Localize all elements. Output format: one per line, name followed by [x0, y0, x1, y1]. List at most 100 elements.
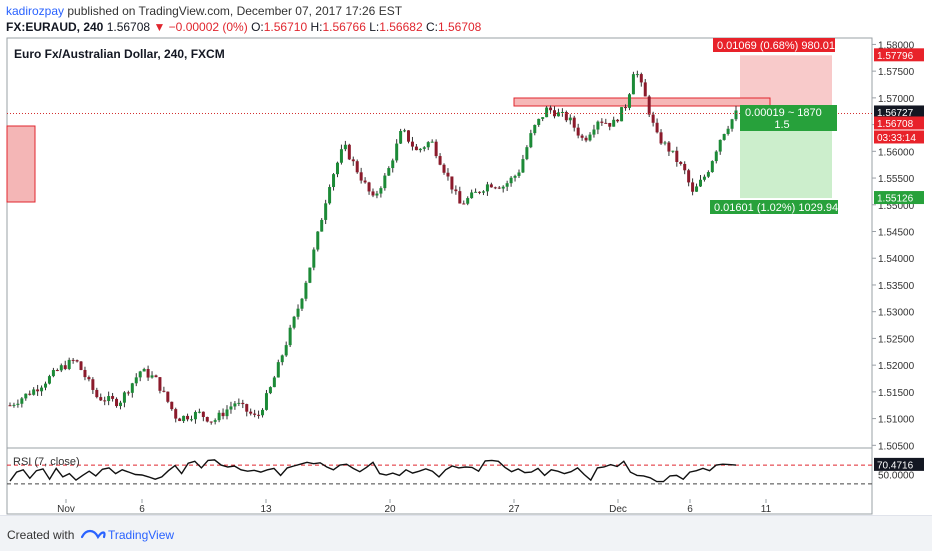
candle-body: [20, 398, 24, 404]
author-link[interactable]: kadirozpay: [6, 4, 65, 18]
candle-body: [418, 148, 422, 151]
rsi-title: RSI (7, close): [13, 456, 80, 468]
candle-body: [553, 110, 556, 117]
candle-body: [245, 404, 249, 412]
candle-body: [604, 122, 608, 124]
candle-body: [485, 184, 489, 192]
price-chart[interactable]: Euro Fx/Australian Dollar, 240, FXCM 1.5…: [0, 0, 932, 515]
candle-body: [367, 182, 371, 192]
candle-body: [83, 369, 87, 378]
candle-body: [355, 161, 359, 173]
candle-body: [414, 146, 418, 151]
y-tick-label: 1.54500: [878, 228, 915, 239]
candle-body: [675, 150, 679, 162]
candle-body: [36, 389, 40, 392]
candle-body: [55, 370, 59, 372]
y-tick-label: 1.58000: [878, 40, 915, 51]
candle-body: [154, 375, 158, 378]
y-tick-label: 1.52500: [878, 334, 915, 345]
candle-body: [734, 110, 738, 120]
candle-body: [24, 393, 28, 399]
candle-body: [541, 117, 545, 119]
candle-body: [537, 118, 541, 125]
candle-body: [170, 401, 174, 410]
candles-layer: [8, 70, 738, 425]
candle-body: [442, 164, 446, 173]
symbol-name[interactable]: FX:EURAUD, 240: [6, 20, 104, 34]
candle-body: [44, 383, 48, 388]
candle-body: [639, 74, 643, 83]
current-price-tag-bg: [874, 116, 924, 130]
candle-body: [608, 122, 612, 127]
candle-body: [407, 130, 411, 142]
candle-body: [426, 142, 430, 148]
candle-body: [600, 121, 604, 123]
current-label-bg: [740, 105, 837, 131]
candle-body: [687, 170, 691, 183]
candle-body: [103, 400, 107, 402]
candle-body: [521, 159, 525, 173]
candle-body: [304, 282, 308, 299]
candle-body: [51, 370, 55, 377]
tradingview-brand[interactable]: TradingView: [108, 528, 175, 542]
tradingview-logo-icon[interactable]: [80, 525, 180, 543]
candle-body: [513, 175, 517, 178]
candle-body: [359, 172, 363, 181]
candle-body: [32, 389, 36, 395]
candle-body: [162, 390, 166, 392]
candle-body: [284, 345, 288, 356]
y-tick-label: 1.50500: [878, 441, 915, 452]
rsi-line: [9, 459, 737, 483]
candle-body: [320, 219, 324, 232]
candle-body: [67, 359, 71, 369]
candle-body: [572, 117, 576, 128]
candle-body: [706, 172, 710, 177]
candle-body: [146, 369, 150, 378]
countdown-tag-bg: [874, 130, 924, 144]
candle-body: [391, 160, 395, 169]
candle-body: [422, 147, 426, 149]
candle-body: [714, 151, 718, 162]
candle-body: [158, 377, 162, 391]
candle-body: [489, 184, 493, 188]
candle-body: [12, 404, 16, 406]
candle-body: [533, 124, 537, 134]
candle-body: [316, 231, 320, 250]
candle-body: [446, 172, 450, 177]
candle-body: [347, 144, 351, 160]
candle-body: [261, 409, 265, 416]
open-value: 1.56710: [263, 20, 308, 34]
current-label: 0.00019 ~ 1870: [745, 107, 822, 119]
x-tick-label: 6: [687, 504, 693, 515]
candle-body: [213, 420, 217, 422]
stop-price-tag: 1.57796: [877, 51, 914, 62]
y-tick-label: 1.54000: [878, 254, 915, 265]
candle-body: [332, 174, 336, 188]
candle-body: [150, 375, 154, 378]
candle-body: [549, 107, 553, 111]
candle-body: [335, 162, 339, 175]
candle-body: [517, 172, 521, 176]
left-zone-rect: [6, 125, 36, 203]
candle-body: [233, 403, 237, 407]
candle-body: [186, 415, 190, 420]
candle-body: [217, 412, 221, 421]
candle-body: [651, 114, 655, 123]
time-axis: Nov 6 13 20 27 Dec 6 11: [57, 499, 772, 515]
y-tick-label: 1.52000: [878, 361, 915, 372]
candle-body: [659, 132, 663, 144]
footer: Created with TradingView: [0, 515, 932, 551]
candle-body: [395, 143, 399, 161]
candle-body: [667, 142, 671, 152]
candle-body: [481, 191, 485, 193]
candle-body: [698, 179, 702, 187]
x-tick-label: 11: [761, 504, 772, 515]
target-price-tag-bg: [874, 191, 924, 205]
candle-body: [466, 198, 470, 204]
candle-body: [730, 119, 734, 129]
candle-body: [596, 121, 600, 130]
stop-label-bg: [713, 38, 835, 52]
candle-body: [63, 365, 67, 369]
candle-body: [130, 383, 134, 393]
